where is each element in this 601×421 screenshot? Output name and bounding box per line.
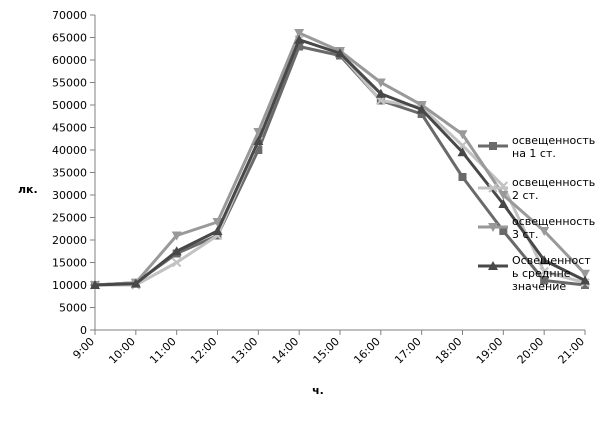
data-point [171,257,182,268]
data-point [580,269,590,279]
data-point [581,281,589,289]
y-tick-label: 60000 [52,54,87,67]
y-tick-label: 35000 [52,167,87,180]
series-2 [90,35,590,290]
data-point [539,266,549,277]
y-tick-label: 55000 [52,77,87,90]
data-point [488,261,498,270]
data-point [376,95,386,106]
x-tick-label: 21:00 [556,335,588,367]
data-point [498,191,509,200]
y-axis-label: лк. [18,183,38,196]
y-tick-label: 20000 [52,234,87,247]
data-point [416,104,427,114]
y-tick-label: 45000 [52,122,87,135]
data-point [212,218,223,227]
data-point [90,280,100,289]
legend-label: освещенность [512,215,595,228]
data-point [171,231,182,241]
data-point [539,227,550,236]
y-tick-label: 50000 [52,99,87,112]
data-point [375,78,386,88]
data-point [254,146,263,154]
x-tick-label: 16:00 [351,335,383,367]
data-point [171,246,182,256]
x-tick-label: 10:00 [106,335,138,367]
data-point [499,227,508,235]
y-axis: 0 5000 10000 15000 20000 25000 30000 35000 40000… [52,9,96,337]
legend-label: значение [512,280,566,293]
series-layer [90,29,590,290]
data-point [417,110,426,118]
data-point [540,276,549,285]
data-point [580,275,590,285]
x-tick-label: 19:00 [474,335,506,367]
data-point [294,29,305,38]
legend-label: 2 ст. [512,189,538,202]
data-point [457,147,468,157]
data-point [212,226,223,235]
y-tick-label: 10000 [52,279,87,292]
x-axis-label: ч. [312,384,324,397]
data-point [253,128,264,137]
series-line [94,45,586,287]
y-tick-label: 25000 [52,212,87,225]
y-tick-label: 15000 [52,257,87,270]
y-tick-label: 5000 [59,302,87,315]
data-point [488,183,498,193]
data-point [498,199,509,208]
x-axis: 9:00 10:00 11:00 12:00 13:00 14:00 15:00 16:00 1… [70,329,588,367]
x-tick-label: 14:00 [270,335,302,367]
data-point [458,173,467,181]
data-point [375,88,386,98]
y-tick-label: 40000 [52,144,87,157]
legend-label: 3 ст. [512,228,538,241]
data-point [488,223,498,232]
data-point [335,48,345,58]
x-tick-label: 15:00 [311,335,343,367]
series-4 [90,34,590,289]
series-line [94,38,586,287]
legend-label: освещенность [512,176,595,189]
data-point [489,142,497,150]
x-tick-label: 12:00 [188,335,220,367]
y-tick-label: 0 [80,324,87,337]
legend-label: ь среднне [512,267,571,280]
legend-label: освещенность [512,134,595,147]
data-point [295,42,304,51]
y-tick-label: 30000 [52,189,87,202]
x-tick-label: 11:00 [147,335,179,367]
series-1 [91,42,589,289]
x-tick-label: 20:00 [515,335,547,367]
series-line [95,38,586,287]
x-tick-label: 17:00 [392,335,424,367]
legend-label: Освещенност [512,254,591,267]
data-point [294,34,305,44]
data-point [130,278,141,288]
x-tick-label: 9:00 [70,335,97,362]
y-tick-label: 65000 [52,32,87,45]
data-point [457,130,468,140]
data-point [539,255,550,265]
x-tick-label: 13:00 [229,335,261,367]
y-tick-label: 70000 [52,9,87,22]
data-point [253,136,264,145]
legend-label: на 1 ст. [512,147,556,160]
x-tick-label: 18:00 [433,335,465,367]
